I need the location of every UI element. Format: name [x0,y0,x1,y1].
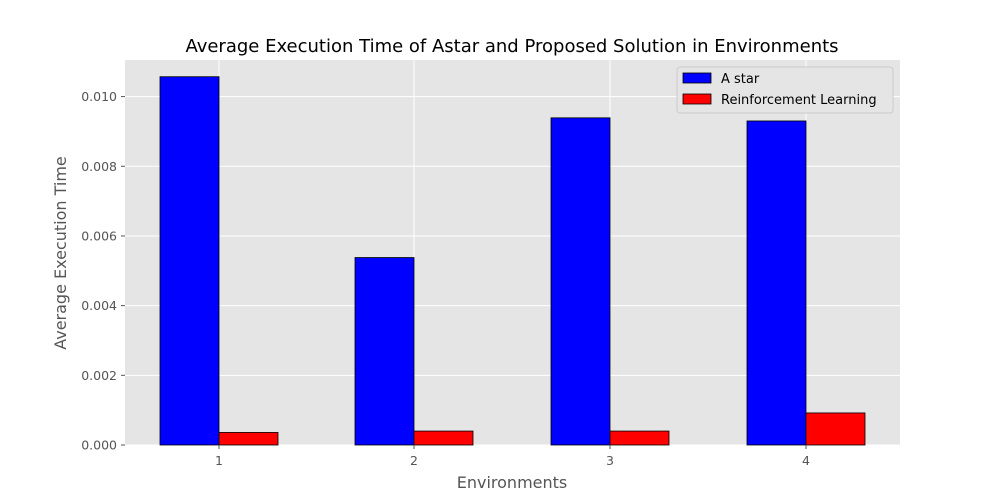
bar-reinforcement-learning-env-4 [805,412,866,446]
bar-a-star-env-3 [550,117,611,446]
y-tick-label: 0.006 [81,228,117,243]
chart-title: Average Execution Time of Astar and Prop… [185,36,838,57]
x-tick-label: 1 [215,453,223,468]
bar-reinforcement-learning-env-3 [609,430,670,446]
x-tick-label: 4 [802,453,810,468]
x-tick-label: 2 [410,453,418,468]
x-axis-ticks: 1 2 3 4 [215,445,810,468]
bar-a-star-env-4 [746,120,807,446]
y-axis-label: Average Execution Time [51,156,70,350]
bar-a-star-env-2 [354,257,415,446]
legend-swatch-reinforcement-learning [682,93,712,105]
x-tick-label: 3 [606,453,614,468]
legend-box [676,66,894,114]
legend-label-reinforcement-learning: Reinforcement Learning [721,93,877,108]
y-tick-label: 0.004 [81,298,117,313]
legend-swatch-a-star [682,72,712,84]
x-axis-label: Environments [457,473,568,492]
legend: A star Reinforcement Learning [676,66,894,114]
y-tick-label: 0.002 [81,368,117,383]
y-axis-ticks: 0.000 0.002 0.004 0.006 0.008 0.010 [81,89,125,453]
legend-label-a-star: A star [721,72,760,87]
bar-a-star-env-1 [159,76,220,446]
y-tick-label: 0.000 [81,438,117,453]
y-tick-label: 0.010 [81,89,117,104]
bar-reinforcement-learning-env-2 [413,430,474,446]
bar-reinforcement-learning-env-1 [218,432,279,446]
bars [159,76,866,446]
y-tick-label: 0.008 [81,159,117,174]
